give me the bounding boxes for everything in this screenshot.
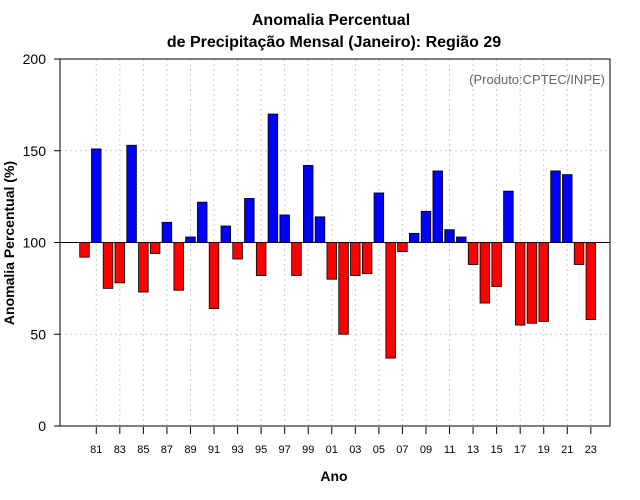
bar-88 bbox=[173, 242, 184, 291]
bar-12 bbox=[456, 236, 467, 243]
x-axis-title: Ano bbox=[320, 468, 347, 484]
bar-81 bbox=[91, 148, 102, 243]
bar-09 bbox=[420, 210, 432, 243]
bar-22 bbox=[573, 242, 585, 265]
x-axis: 81 83 85 87 89 91 93 95 97 99 01 03 05 07 09 11 13 15 17 19… bbox=[90, 427, 597, 456]
x-tick-label: 15 bbox=[491, 444, 503, 456]
x-tick-label: 13 bbox=[467, 444, 479, 456]
x-tick-label: 97 bbox=[279, 444, 291, 456]
y-axis-title: Anomalia Percentual (%) bbox=[1, 161, 17, 325]
x-tick-label: 23 bbox=[585, 444, 597, 456]
bar-89 bbox=[185, 236, 196, 243]
bar-95 bbox=[255, 242, 267, 276]
bar-87 bbox=[161, 221, 173, 243]
x-tick-label: 21 bbox=[561, 444, 573, 456]
bar-15 bbox=[491, 242, 502, 287]
bar-13 bbox=[467, 242, 479, 265]
y-axis: 0 50 100 150 200 bbox=[23, 51, 60, 434]
bar-92 bbox=[220, 225, 232, 243]
bar-23 bbox=[585, 242, 597, 320]
gridlines bbox=[60, 59, 610, 426]
x-tick-label: 87 bbox=[161, 444, 173, 456]
x-tick-label: 93 bbox=[231, 444, 243, 456]
bar-94 bbox=[244, 198, 255, 243]
bar-98 bbox=[291, 242, 302, 276]
y-tick-label: 200 bbox=[23, 51, 47, 67]
bar-93 bbox=[232, 242, 243, 260]
bar-18 bbox=[526, 242, 538, 324]
x-tick-label: 91 bbox=[208, 444, 220, 456]
bar-85 bbox=[138, 242, 149, 293]
bar-16 bbox=[503, 190, 514, 243]
bar-06 bbox=[385, 242, 396, 359]
bar-99 bbox=[303, 165, 314, 243]
bar-14 bbox=[479, 242, 491, 304]
x-tick-label: 99 bbox=[302, 444, 314, 456]
y-tick-label: 50 bbox=[30, 326, 46, 342]
x-tick-label: 05 bbox=[373, 444, 385, 456]
y-tick-label: 100 bbox=[23, 235, 47, 251]
bar-17 bbox=[514, 242, 526, 326]
x-tick-label: 89 bbox=[184, 444, 196, 456]
x-tick-label: 09 bbox=[420, 444, 432, 456]
x-tick-label: 81 bbox=[90, 444, 102, 456]
bar-21 bbox=[562, 174, 573, 243]
bar-91 bbox=[208, 242, 220, 309]
bar-83 bbox=[114, 242, 126, 284]
chart-title-line2: de Precipitação Mensal (Janeiro): Região… bbox=[167, 34, 501, 51]
bar-00 bbox=[314, 216, 326, 243]
bar-05 bbox=[373, 192, 385, 243]
bar-07 bbox=[397, 242, 408, 253]
bar-20 bbox=[550, 170, 561, 243]
bar-97 bbox=[279, 214, 290, 243]
x-tick-label: 11 bbox=[444, 444, 455, 456]
bar-03 bbox=[350, 242, 361, 276]
bar-86 bbox=[149, 242, 161, 254]
x-tick-label: 95 bbox=[255, 444, 267, 456]
bar-10 bbox=[432, 170, 443, 243]
bar-96 bbox=[267, 113, 279, 243]
credit-label: (Produto:CPTEC/INPE) bbox=[469, 72, 605, 87]
x-tick-label: 19 bbox=[538, 444, 550, 456]
x-tick-label: 83 bbox=[114, 444, 126, 456]
bars bbox=[79, 113, 597, 359]
bar-11 bbox=[444, 229, 455, 243]
bar-04 bbox=[361, 242, 373, 275]
chart-title-line1: Anomalia Percentual bbox=[252, 12, 410, 29]
x-tick-label: 03 bbox=[349, 444, 361, 456]
x-tick-label: 01 bbox=[326, 444, 338, 456]
bar-01 bbox=[326, 242, 337, 280]
bar-90 bbox=[197, 201, 208, 243]
bar-08 bbox=[408, 232, 420, 243]
bar-84 bbox=[126, 144, 137, 243]
x-tick-label: 85 bbox=[137, 444, 149, 456]
bar-02 bbox=[338, 242, 349, 335]
bar-19 bbox=[538, 242, 549, 322]
x-tick-label: 07 bbox=[396, 444, 408, 456]
y-tick-label: 150 bbox=[23, 143, 47, 159]
y-tick-label: 0 bbox=[38, 418, 46, 434]
bar-80 bbox=[79, 242, 90, 258]
bar-82 bbox=[102, 242, 114, 289]
x-tick-label: 17 bbox=[514, 444, 526, 456]
